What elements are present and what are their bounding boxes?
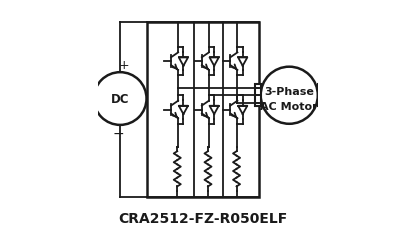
Text: DC: DC xyxy=(111,93,129,106)
Text: CRA2512-FZ-R050ELF: CRA2512-FZ-R050ELF xyxy=(118,211,287,225)
Text: 3-Phase: 3-Phase xyxy=(264,86,314,96)
Bar xyxy=(146,22,258,197)
Bar xyxy=(318,85,323,107)
Text: −: − xyxy=(112,126,124,140)
Bar xyxy=(255,85,261,107)
Text: AC Motor: AC Motor xyxy=(260,102,318,112)
Text: +: + xyxy=(119,59,129,72)
